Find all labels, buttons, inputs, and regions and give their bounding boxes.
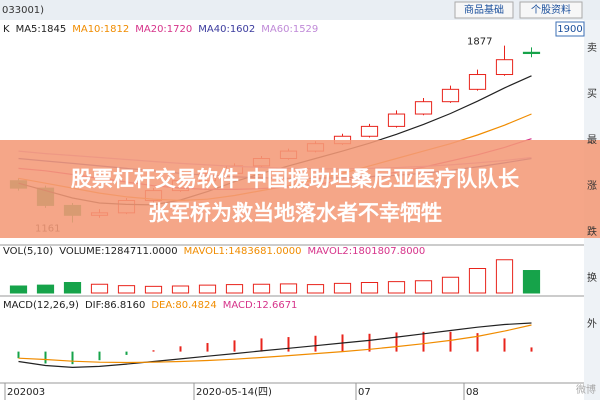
stock-code: 033001) <box>2 5 44 16</box>
legend-entry: VOLUME:1284711.0000 <box>59 246 177 257</box>
candle-body <box>441 88 460 103</box>
legend-entry: MAVOL2:1801807.8000 <box>307 246 425 257</box>
side-label: 卖 <box>587 42 597 54</box>
legend-entry: K <box>3 24 10 35</box>
volume-bar <box>333 282 352 294</box>
volume-bar <box>522 270 541 294</box>
banner-line: 股票杠杆交易软件 中国援助坦桑尼亚医疗队队长 <box>71 167 520 191</box>
candle-body <box>414 101 433 115</box>
button-label[interactable]: 商品基础 <box>464 3 504 16</box>
legend-entry: MACD(12,26,9) <box>3 300 79 311</box>
volume-bar <box>495 259 514 294</box>
button[interactable] <box>519 1 583 19</box>
candle-body <box>495 59 514 76</box>
x-tick-label: 08 <box>466 387 479 398</box>
legend-entry: MAVOL1:1483681.0000 <box>184 246 302 257</box>
side-label: 外 <box>587 318 597 330</box>
side-label: 涨 <box>587 180 597 192</box>
side-label: 换 <box>587 271 597 284</box>
candle-body <box>360 125 379 137</box>
volume-bar <box>171 285 190 294</box>
volume-bar <box>252 283 271 294</box>
banner-bg <box>0 140 600 238</box>
volume-bar <box>414 280 433 294</box>
candle-body <box>387 113 406 127</box>
legend-entry: MA5:1845 <box>16 24 67 35</box>
volume-bar <box>144 285 163 294</box>
legend-entry: MA60:1529 <box>261 24 318 35</box>
volume-bar <box>441 276 460 294</box>
volume-bar <box>117 285 136 294</box>
button[interactable] <box>454 1 514 19</box>
price-box <box>555 21 585 37</box>
x-tick-label: 2020-05-14(四) <box>196 387 272 398</box>
price-box-text: 1900 <box>557 24 582 35</box>
annotation: 1877 <box>467 37 492 48</box>
volume-bar <box>468 268 487 294</box>
volume-bar <box>360 282 379 294</box>
candle-body <box>468 74 487 90</box>
volume-bar <box>279 283 298 294</box>
legend-entry: VOL(5,10) <box>3 246 53 257</box>
side-label: 跌 <box>587 225 597 238</box>
legend-entry: MA20:1720 <box>135 24 192 35</box>
volume-bar <box>225 284 244 294</box>
volume-bar <box>9 285 28 294</box>
volume-bar <box>387 281 406 294</box>
watermark: 微博 <box>576 383 596 396</box>
side-label: 买 <box>587 88 597 100</box>
candle-body <box>522 51 541 55</box>
x-tick-label: 07 <box>358 387 371 398</box>
button-label[interactable]: 个股资料 <box>531 3 571 16</box>
volume-bar <box>306 284 325 294</box>
legend-entry: MA40:1602 <box>198 24 255 35</box>
volume-bar <box>198 284 217 294</box>
series-line <box>18 322 532 369</box>
legend-entry: MA10:1812 <box>72 24 129 35</box>
volume-bar <box>36 284 55 294</box>
volume-bar <box>90 283 109 294</box>
x-tick-label: 202003 <box>7 387 45 398</box>
side-label: 最 <box>587 134 597 146</box>
legend-entry: DIF:86.8160 <box>85 300 145 311</box>
volume-bar <box>63 282 82 294</box>
legend-entry: MACD:12.6671 <box>223 300 298 311</box>
series-line <box>18 324 532 364</box>
legend-entry: DEA:80.4824 <box>151 300 216 311</box>
top-bar <box>0 0 600 20</box>
banner-line: 张军桥为救当地落水者不幸牺牲 <box>148 201 442 225</box>
